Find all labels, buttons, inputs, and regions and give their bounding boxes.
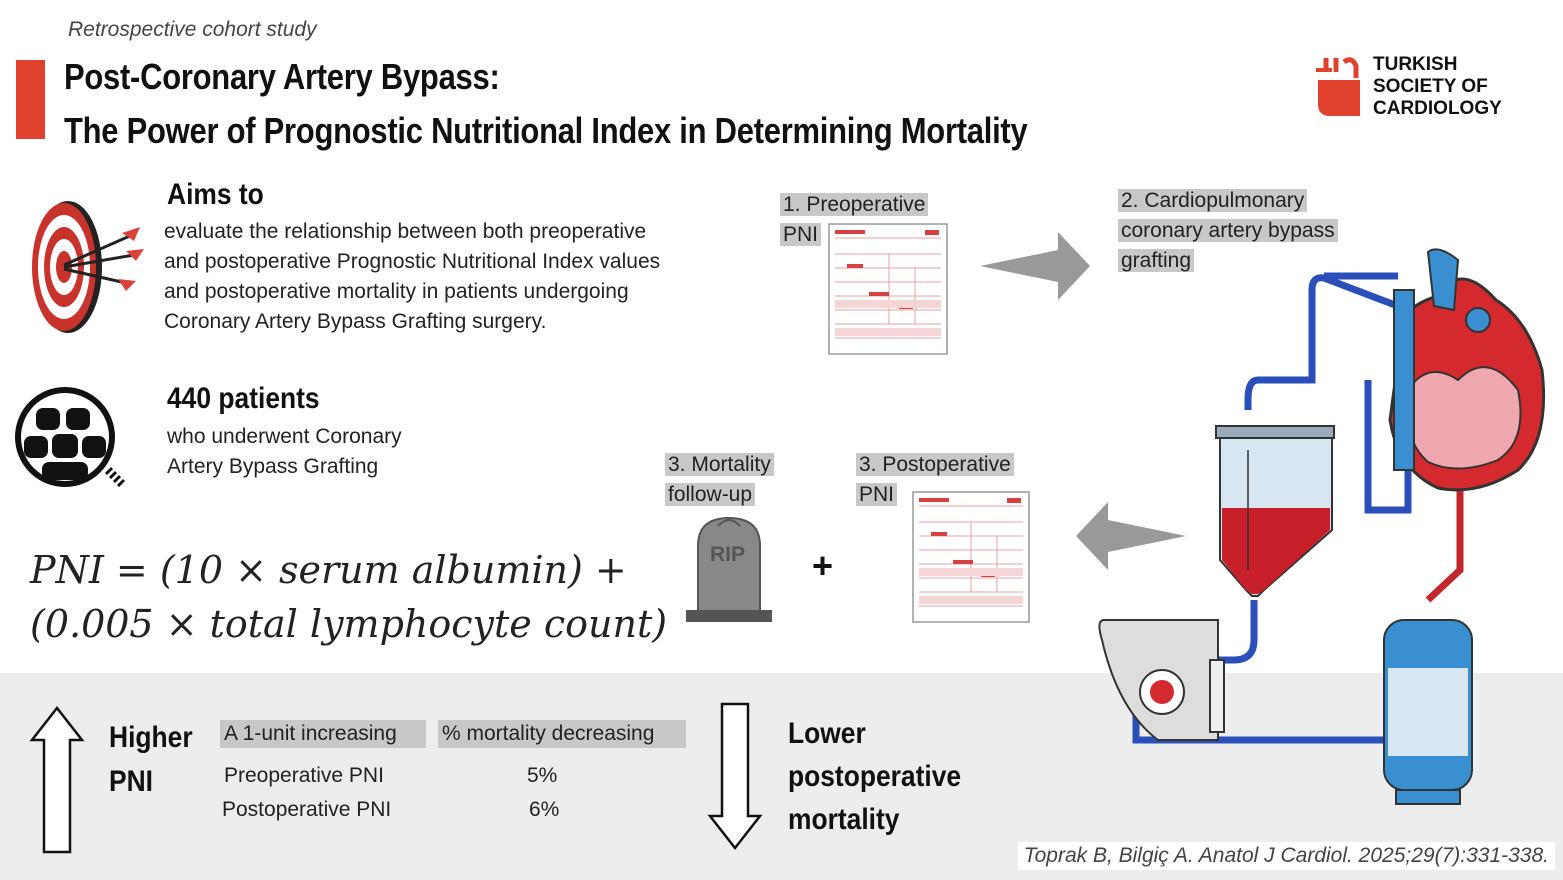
step3a-line1: 3. Mortality [665, 453, 774, 476]
aims-line4: Coronary Artery Bypass Grafting surgery. [164, 310, 547, 333]
table-col1-header: A 1-unit increasing [220, 720, 426, 748]
logo-line1: TURKISH [1373, 54, 1458, 75]
step1-label: 1. Preoperative PNI [780, 190, 929, 250]
lab-form-icon [912, 491, 1030, 623]
table-row2-label: Postoperative PNI [222, 798, 392, 821]
formula-line1: PNI = (10 × serum albumin) + [30, 548, 627, 592]
lower-line3: mortality [788, 803, 900, 836]
higher-line1: Higher [109, 721, 193, 754]
pni-formula: PNI = (10 × serum albumin) + (0.005 × to… [30, 543, 667, 651]
step2-line3: grafting [1118, 249, 1195, 272]
step1-line2: PNI [780, 223, 822, 246]
page-title-line2: The Power of Prognostic Nutritional Inde… [64, 110, 1028, 151]
logo-text: TURKISH SOCIETY OF CARDIOLOGY [1373, 54, 1502, 120]
lower-line1: Lower [788, 717, 866, 750]
logo-line3: CARDIOLOGY [1373, 98, 1502, 119]
higher-line2: PNI [109, 765, 154, 798]
tsc-logo-icon [1314, 56, 1364, 118]
step3-mortality-label: 3. Mortality follow-up [665, 450, 774, 510]
patients-heading: 440 patients [167, 382, 320, 415]
step3b-line1: 3. Postoperative [856, 453, 1014, 476]
formula-line2: (0.005 × total lymphocyte count) [30, 602, 668, 646]
step1-line1: 1. Preoperative [780, 193, 929, 216]
aims-heading: Aims to [167, 178, 264, 211]
lower-mortality-label: Lower postoperative mortality [788, 712, 961, 841]
heart-lung-machine-icon [1098, 248, 1546, 805]
lab-form-icon [828, 223, 948, 355]
citation: Toprak B, Bilgiç A. Anatol J Cardiol. 20… [1017, 842, 1555, 870]
patients-line2: Artery Bypass Grafting [167, 455, 379, 478]
table-row1-label: Preoperative PNI [224, 764, 384, 787]
aims-line2: and postoperative Prognostic Nutritional… [164, 250, 661, 273]
arrow-left-icon [1076, 502, 1186, 570]
higher-pni-label: Higher PNI [109, 716, 193, 804]
table-row2-value: 6% [529, 798, 560, 821]
aims-text: evaluate the relationship between both p… [164, 217, 660, 337]
patients-group-icon [15, 387, 126, 488]
aims-line3: and postoperative mortality in patients … [164, 280, 629, 303]
arrow-up-icon [29, 705, 85, 854]
arrow-right-icon [980, 232, 1090, 300]
logo-line2: SOCIETY OF [1373, 76, 1488, 97]
arrow-down-icon [707, 702, 763, 851]
patients-line1: who underwent Coronary [167, 425, 402, 448]
step3-postop-label: 3. Postoperative PNI [856, 450, 1014, 510]
step2-label: 2. Cardiopulmonary coronary artery bypas… [1118, 186, 1338, 276]
page-title-line1: Post-Coronary Artery Bypass: [64, 56, 500, 97]
table-row1-value: 5% [527, 764, 558, 787]
plus-sign: + [812, 545, 834, 586]
lower-line2: postoperative [788, 760, 962, 793]
step3a-line2: follow-up [665, 483, 756, 506]
step2-line2: coronary artery bypass [1118, 219, 1338, 242]
study-type-subtitle: Retrospective cohort study [68, 18, 317, 41]
aims-line1: evaluate the relationship between both p… [164, 220, 647, 243]
rip-text: RIP [710, 543, 746, 566]
step2-line1: 2. Cardiopulmonary [1118, 189, 1308, 212]
tombstone-icon [686, 516, 772, 622]
patients-text: who underwent Coronary Artery Bypass Gra… [167, 422, 402, 482]
table-col2-header: % mortality decreasing [438, 720, 686, 748]
target-icon [32, 201, 144, 333]
step3b-line2: PNI [856, 483, 898, 506]
title-accent-bar [16, 60, 45, 139]
